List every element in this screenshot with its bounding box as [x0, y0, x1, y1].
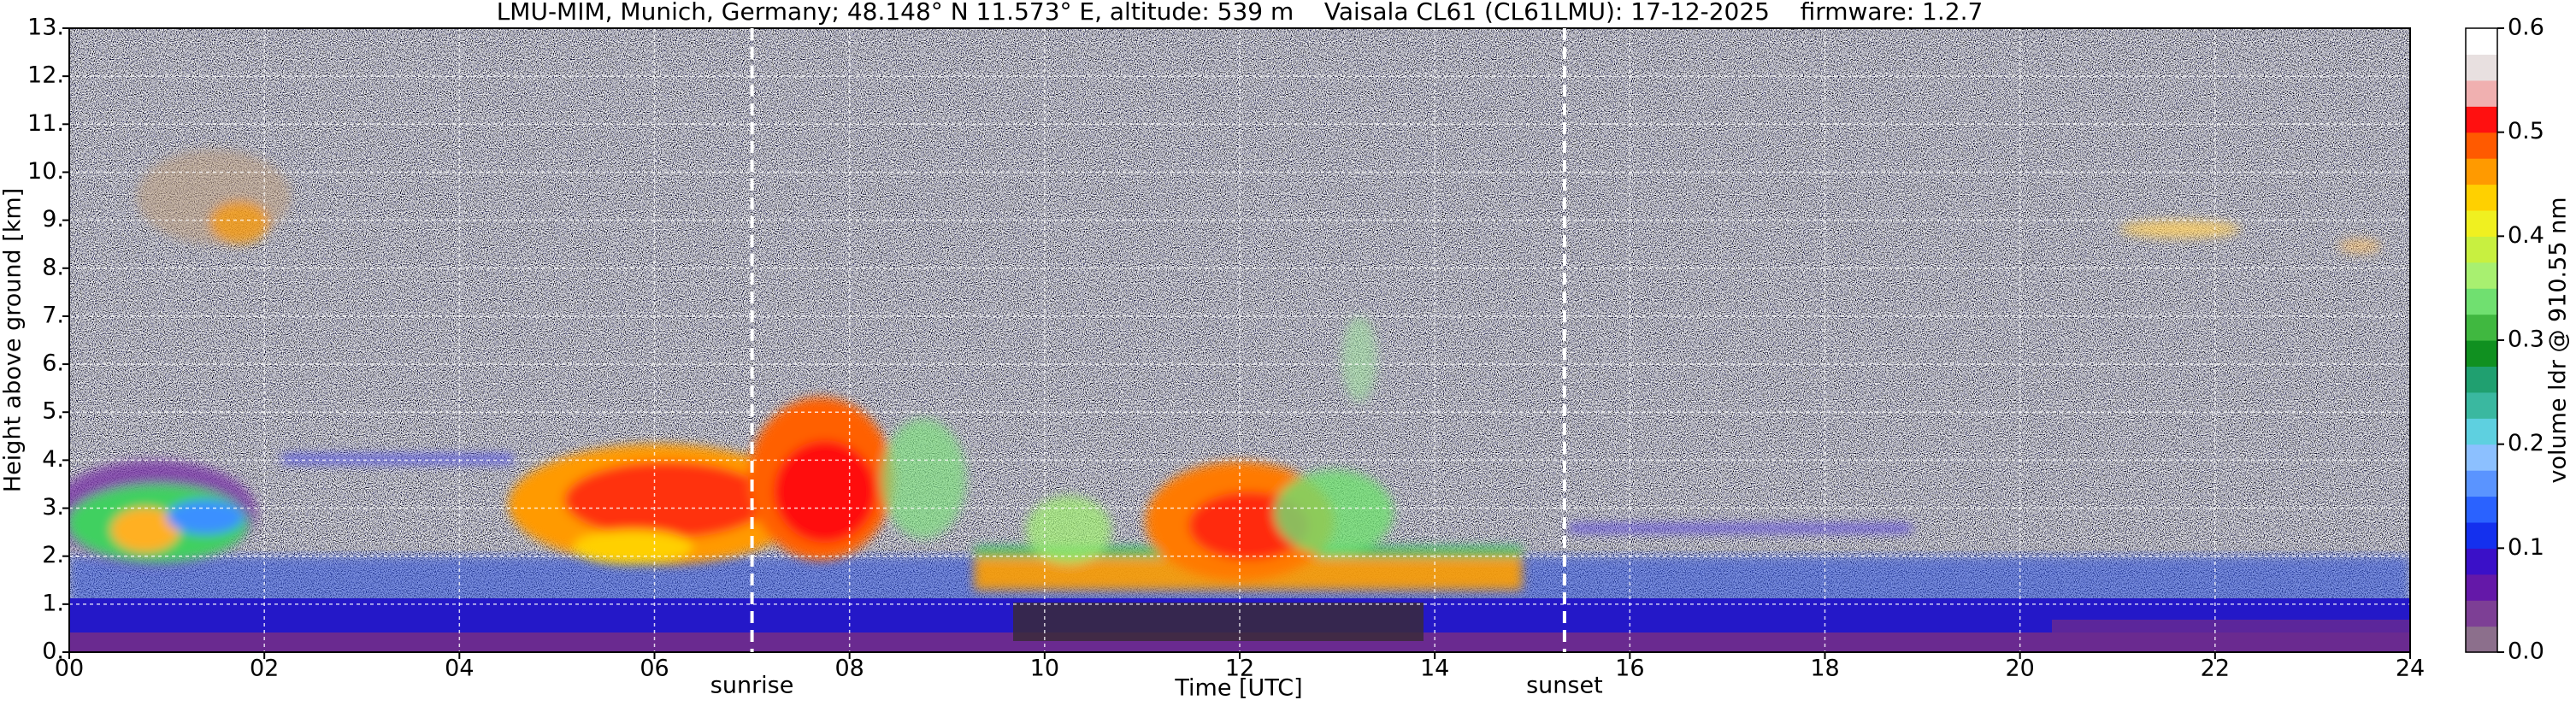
- colorbar-label: volume ldr @ 910.55 nm: [2545, 197, 2572, 484]
- colorbar-segment: [2466, 236, 2497, 263]
- colorbar-segment: [2466, 521, 2497, 549]
- colorbar-segment: [2466, 600, 2497, 627]
- x-tick-label: 22: [2201, 656, 2230, 682]
- colorbar-segment: [2466, 79, 2497, 107]
- colorbar-segment: [2466, 418, 2497, 445]
- colorbar-segment: [2466, 574, 2497, 601]
- colorbar-tick-label: 0.3: [2508, 327, 2544, 353]
- chart-title: LMU-MIM, Munich, Germany; 48.148° N 11.5…: [497, 0, 1984, 26]
- x-tick-label: 16: [1615, 656, 1644, 682]
- y-tick-label: 2.: [42, 542, 64, 568]
- y-tick-label: 3.: [42, 494, 64, 521]
- x-tick-label: 06: [640, 656, 669, 682]
- x-tick-label: 08: [834, 656, 864, 682]
- x-tick-label: 12: [1225, 656, 1254, 682]
- colorbar-segment: [2466, 366, 2497, 393]
- aerosol-layer: [2052, 620, 2410, 635]
- y-tick-label: 12.: [27, 62, 64, 89]
- colorbar-segment: [2466, 262, 2497, 289]
- y-tick-label: 6.: [42, 350, 64, 377]
- colorbar-segment: [2466, 314, 2497, 341]
- plot-area: [69, 28, 2410, 652]
- x-axis-label: Time [UTC]: [1174, 675, 1302, 702]
- dark-region: [1013, 603, 1424, 641]
- colorbar-segment: [2466, 340, 2497, 368]
- colorbar-segment: [2466, 209, 2497, 237]
- colorbar-segment: [2466, 548, 2497, 575]
- colorbar-segment: [2466, 288, 2497, 315]
- colorbar-segment: [2466, 496, 2497, 523]
- x-tick-label: 02: [250, 656, 279, 682]
- y-tick-label: 5.: [42, 398, 64, 425]
- colorbar-tick-label: 0.2: [2508, 430, 2544, 456]
- annotation-label: sunset: [1526, 673, 1603, 699]
- colorbar-tick-label: 0.6: [2508, 15, 2544, 41]
- colorbar-segment: [2466, 391, 2497, 419]
- x-tick-label: 20: [2005, 656, 2034, 682]
- x-tick-label: 14: [1420, 656, 1449, 682]
- y-tick-label: 13.: [27, 15, 64, 41]
- y-tick-label: 9.: [42, 206, 64, 232]
- colorbar-segment: [2466, 54, 2497, 81]
- y-tick-label: 1.: [42, 590, 64, 616]
- y-tick-label: 0.: [42, 638, 64, 665]
- y-axis-label: Height above ground [km]: [0, 188, 27, 492]
- x-tick-label: 10: [1030, 656, 1059, 682]
- y-tick-label: 10.: [27, 158, 64, 185]
- x-tick-label: 24: [2396, 656, 2425, 682]
- x-tick-label: 18: [1810, 656, 1839, 682]
- colorbar-segment: [2466, 626, 2497, 653]
- colorbar-tick-label: 0.1: [2508, 534, 2544, 561]
- colorbar-tick-label: 0.5: [2508, 118, 2544, 144]
- colorbar-tick-label: 0.0: [2508, 638, 2544, 665]
- colorbar-tick-label: 0.4: [2508, 222, 2544, 249]
- colorbar-segment: [2466, 470, 2497, 497]
- y-tick-label: 7.: [42, 302, 64, 328]
- colorbar-segment: [2466, 444, 2497, 471]
- colorbar-segment: [2466, 158, 2497, 185]
- y-tick-label: 4.: [42, 446, 64, 473]
- colorbar-segment: [2466, 184, 2497, 211]
- colorbar-segment: [2466, 132, 2497, 159]
- x-tick-label: 04: [445, 656, 474, 682]
- colorbar-segment: [2466, 106, 2497, 133]
- y-tick-label: 11.: [27, 110, 64, 137]
- annotation-label: sunrise: [710, 673, 794, 699]
- x-tick-label: 00: [55, 656, 84, 682]
- y-tick-label: 8.: [42, 254, 64, 280]
- colorbar-segment: [2466, 28, 2497, 56]
